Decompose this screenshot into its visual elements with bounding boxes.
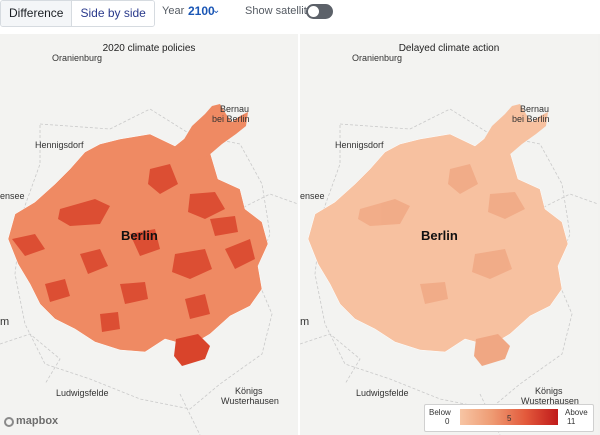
- satellite-toggle[interactable]: [306, 4, 333, 19]
- panel-title: Delayed climate action: [398, 43, 500, 54]
- label-koenigs: Königs: [235, 386, 263, 396]
- urban-area-north: [480, 104, 548, 162]
- chevron-down-icon[interactable]: ⌄: [212, 5, 221, 16]
- label-edge-m: m: [0, 316, 10, 328]
- label-bernau: Bernau: [520, 104, 550, 114]
- label-bernau: Bernau: [220, 104, 250, 114]
- year-select[interactable]: 2100: [188, 4, 215, 18]
- label-ensee: ensee: [0, 191, 25, 201]
- map-comparison[interactable]: 2020 climate policies Oranienburg Bernau…: [0, 34, 600, 435]
- urban-area-north: [180, 104, 248, 162]
- toggle-knob: [308, 6, 319, 17]
- legend-above-label: Above: [565, 408, 588, 417]
- label-wusterhausen: Wusterhausen: [521, 396, 579, 406]
- label-hennigsdorf: Hennigsdorf: [35, 140, 84, 150]
- label-bei-berlin: bei Berlin: [212, 114, 250, 124]
- label-edge-m: m: [300, 316, 310, 328]
- legend-gradient-bar: [460, 409, 558, 425]
- urban-area-southeast: [174, 334, 210, 366]
- label-berlin: Berlin: [121, 228, 158, 243]
- label-ludwigsfelde: Ludwigsfelde: [56, 388, 109, 398]
- year-label: Year: [162, 5, 185, 17]
- map-panel-left[interactable]: 2020 climate policies Oranienburg Bernau…: [0, 34, 298, 435]
- label-wusterhausen: Wusterhausen: [221, 396, 279, 406]
- label-bei-berlin: bei Berlin: [512, 114, 550, 124]
- panel-title: 2020 climate policies: [102, 43, 196, 54]
- view-mode-toggle: Difference Side by side: [0, 0, 155, 27]
- satellite-label: Show satellite: [245, 5, 313, 17]
- panel-divider: [298, 34, 300, 435]
- legend-max: 11: [567, 417, 576, 426]
- label-berlin: Berlin: [421, 228, 458, 243]
- heat-map-left: [0, 34, 298, 435]
- toolbar: Difference Side by side Year 2100 ⌄ Show…: [0, 0, 600, 30]
- urban-area-main: [307, 133, 569, 353]
- tab-side-by-side[interactable]: Side by side: [72, 1, 154, 26]
- color-legend: Below 0 5 Above 11: [424, 404, 594, 432]
- label-oranienburg: Oranienburg: [52, 53, 103, 63]
- tab-difference[interactable]: Difference: [1, 1, 73, 26]
- legend-below-label: Below: [429, 408, 451, 417]
- hotspot-patches: [358, 164, 525, 304]
- hotspot-patches: [12, 164, 255, 332]
- legend-mid: 5: [507, 414, 512, 423]
- label-hennigsdorf: Hennigsdorf: [335, 140, 384, 150]
- label-ludwigsfelde: Ludwigsfelde: [356, 388, 409, 398]
- label-ensee: ensee: [300, 191, 325, 201]
- label-oranienburg: Oranienburg: [352, 53, 403, 63]
- label-koenigs: Königs: [535, 386, 563, 396]
- mapbox-icon: [4, 417, 14, 427]
- legend-min: 0: [445, 417, 450, 426]
- heat-map-right: [300, 34, 598, 435]
- mapbox-logo[interactable]: mapbox: [4, 415, 58, 427]
- urban-area-southeast: [474, 334, 510, 366]
- map-panel-right[interactable]: Delayed climate action Oranienburg Berna…: [300, 34, 598, 435]
